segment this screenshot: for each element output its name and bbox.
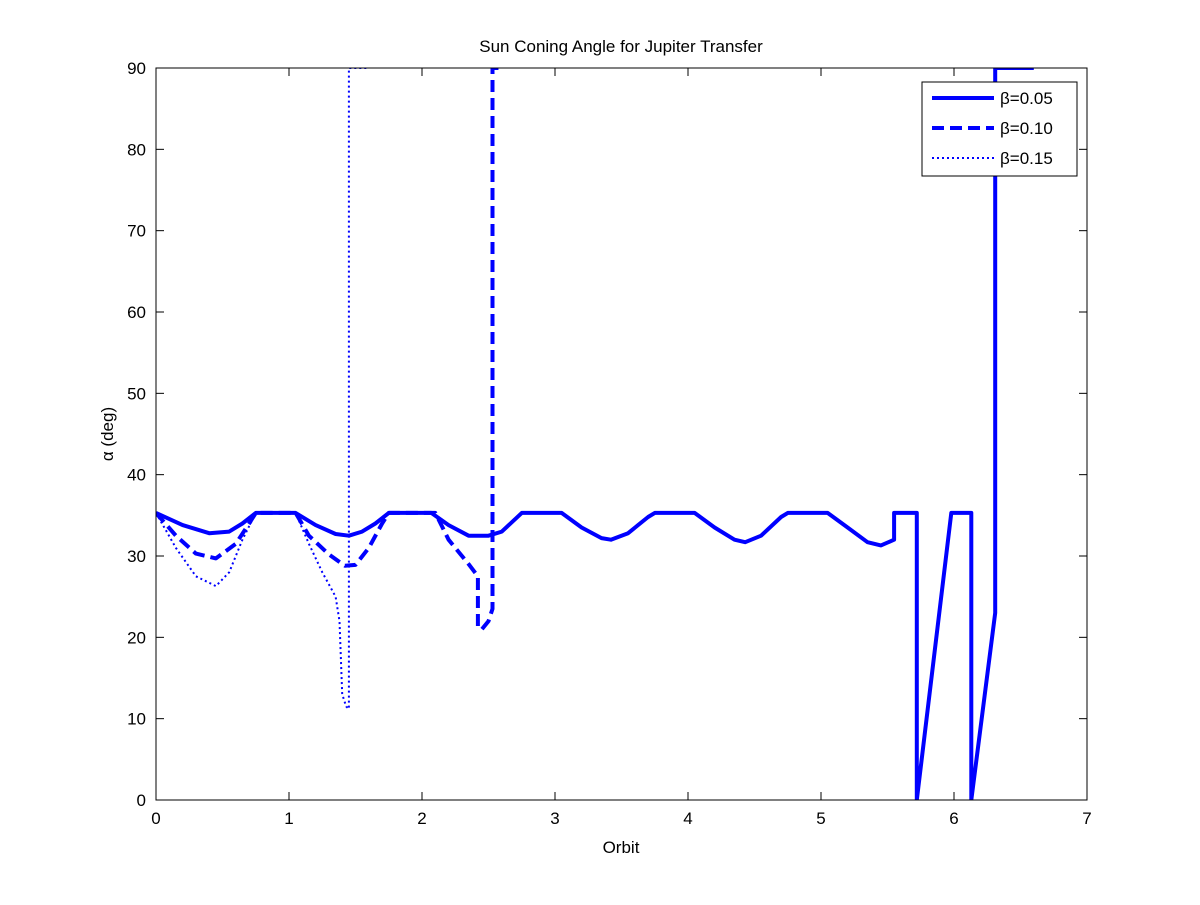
x-tick-label: 7 bbox=[1082, 809, 1091, 828]
x-tick-label: 0 bbox=[151, 809, 160, 828]
y-tick-label: 60 bbox=[127, 303, 146, 322]
series-line-2 bbox=[156, 68, 502, 632]
legend-label-3: β=0.15 bbox=[1000, 149, 1053, 168]
legend: β=0.05 β=0.10 β=0.15 bbox=[921, 81, 1078, 177]
y-tick-label: 90 bbox=[127, 59, 146, 78]
y-tick-label: 40 bbox=[127, 466, 146, 485]
series-line-1 bbox=[156, 68, 1034, 800]
x-tick-label: 1 bbox=[284, 809, 293, 828]
legend-label-1: β=0.05 bbox=[1000, 89, 1053, 108]
chart-title: Sun Coning Angle for Jupiter Transfer bbox=[479, 37, 763, 56]
legend-label-2: β=0.10 bbox=[1000, 119, 1053, 138]
y-tick-label: 70 bbox=[127, 222, 146, 241]
x-axis-label: Orbit bbox=[603, 838, 640, 857]
x-tick-label: 3 bbox=[550, 809, 559, 828]
x-tick-label: 6 bbox=[949, 809, 958, 828]
y-tick-label: 20 bbox=[127, 628, 146, 647]
series-line-3 bbox=[156, 68, 369, 710]
y-tick-label: 50 bbox=[127, 384, 146, 403]
series-layer bbox=[156, 68, 1034, 800]
y-tick-label: 0 bbox=[137, 791, 146, 810]
y-tick-label: 30 bbox=[127, 547, 146, 566]
x-tick-label: 4 bbox=[683, 809, 692, 828]
plot-frame bbox=[155, 67, 1088, 801]
x-tick-label: 5 bbox=[816, 809, 825, 828]
y-tick-label: 80 bbox=[127, 140, 146, 159]
y-axis-label: α (deg) bbox=[98, 407, 117, 461]
y-tick-label: 10 bbox=[127, 710, 146, 729]
x-tick-label: 2 bbox=[417, 809, 426, 828]
